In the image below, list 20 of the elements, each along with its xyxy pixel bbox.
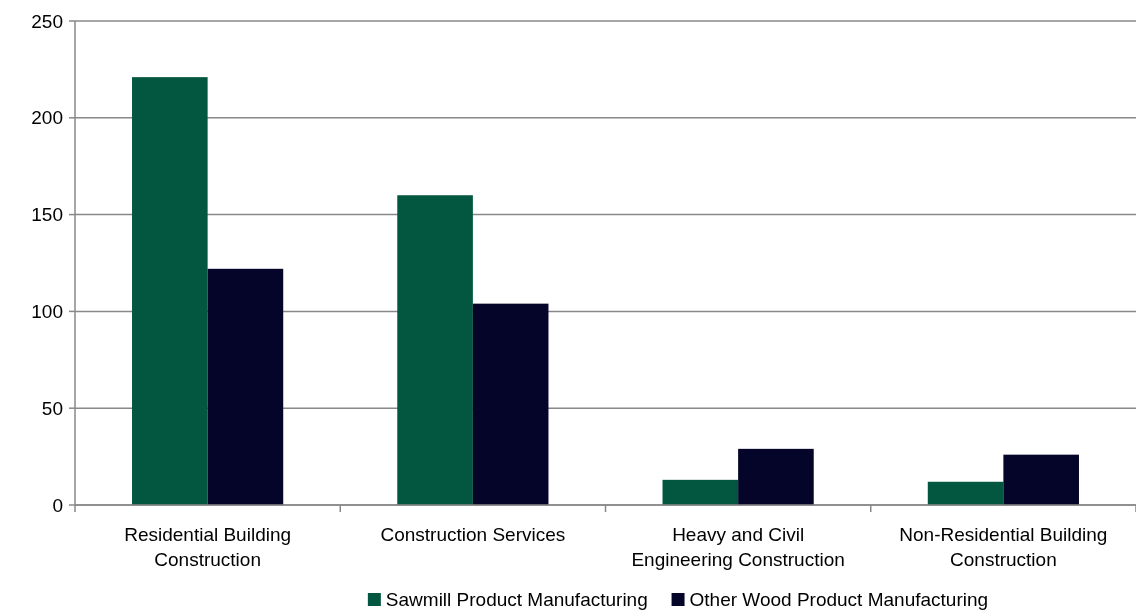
x-tick-label: Residential Building Construction [124, 524, 292, 570]
y-tick-label: 100 [31, 301, 63, 323]
x-tick-label: Non-Residential Building Construction [899, 524, 1108, 570]
bar [397, 195, 473, 505]
bar [207, 268, 284, 505]
bar [927, 481, 1004, 505]
legend-label: Sawmill Product Manufacturing [385, 589, 648, 610]
bar [472, 303, 549, 505]
x-tick-label: Heavy and Civil Engineering Construction [631, 524, 845, 570]
x-tick-label: Construction Services [380, 524, 566, 545]
bar [132, 77, 208, 505]
y-tick-label: 250 [31, 10, 63, 32]
y-tick-label: 200 [31, 107, 63, 129]
y-tick-label: 0 [52, 494, 63, 516]
y-tick-label: 50 [41, 397, 63, 419]
legend-label: Other Wood Product Manufacturing [689, 589, 989, 610]
bar [738, 448, 814, 505]
y-tick-label: 150 [31, 204, 63, 226]
bar [662, 479, 739, 505]
bar [1003, 454, 1079, 505]
